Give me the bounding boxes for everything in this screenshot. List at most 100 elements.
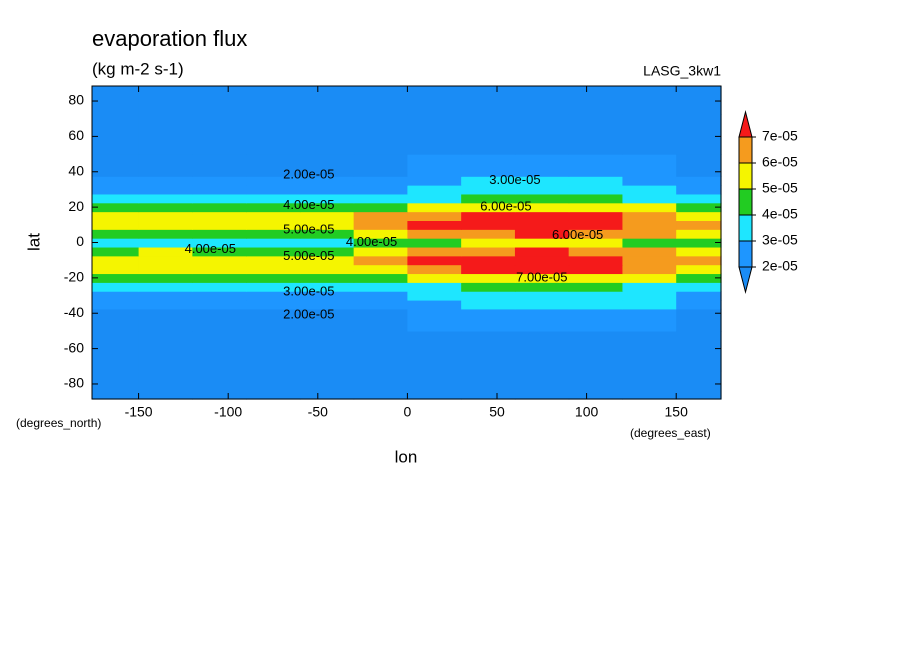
- field-cell: [568, 255, 624, 266]
- field-cell: [192, 273, 247, 283]
- field-cell: [246, 229, 301, 239]
- field-cell: [568, 308, 624, 332]
- field-cell: [407, 273, 462, 283]
- field-cell: [407, 176, 462, 186]
- y-tick-label: 20: [68, 198, 84, 214]
- field-cell: [138, 299, 193, 310]
- field-cell: [353, 154, 408, 177]
- field-cell: [622, 282, 677, 292]
- field-cell: [138, 246, 193, 257]
- field-cell: [514, 246, 570, 257]
- field-cell: [568, 86, 624, 115]
- x-tick-label: -150: [125, 404, 153, 420]
- field-cell: [192, 114, 247, 155]
- field-cell: [514, 238, 570, 248]
- field-cell: [299, 185, 355, 195]
- field-cell: [192, 291, 247, 301]
- field-cell: [622, 299, 677, 310]
- field-cell: [353, 185, 408, 195]
- field-cell: [192, 238, 247, 248]
- field-cell: [676, 229, 722, 239]
- field-cell: [407, 154, 462, 177]
- field-cell: [246, 330, 301, 372]
- field-cell: [514, 86, 570, 115]
- field-cell: [138, 264, 193, 275]
- x-tick-label: 100: [575, 404, 599, 420]
- field-cell: [407, 255, 462, 266]
- field-cell: [138, 211, 193, 221]
- field-cell: [676, 86, 722, 115]
- field-cell: [461, 291, 516, 301]
- field-cell: [622, 220, 677, 230]
- field-cell: [568, 114, 624, 155]
- field-cell: [138, 193, 193, 204]
- field-cell: [92, 246, 140, 257]
- colorbar-swatch: [738, 214, 753, 242]
- field-cell: [92, 273, 140, 283]
- field-cell: [514, 291, 570, 301]
- field-cell: [92, 264, 140, 275]
- field-cell: [514, 202, 570, 213]
- field-cell: [676, 264, 722, 275]
- field-cell: [92, 370, 140, 400]
- contour-label: 4.00e-05: [346, 234, 397, 249]
- field-cell: [92, 238, 140, 248]
- y-axis-label: lat: [24, 233, 43, 251]
- x-tick-label: -100: [214, 404, 242, 420]
- contour-label: 2.00e-05: [283, 306, 334, 321]
- field-cell: [299, 238, 355, 248]
- field-cell: [353, 246, 408, 257]
- field-cell: [299, 273, 355, 283]
- field-cell: [246, 193, 301, 204]
- field-cell: [568, 246, 624, 257]
- field-cell: [138, 86, 193, 115]
- field-cell: [192, 193, 247, 204]
- field-cell: [622, 114, 677, 155]
- colorbar-swatch: [738, 188, 753, 216]
- field-cell: [568, 193, 624, 204]
- field-cell: [353, 282, 408, 292]
- field-cell: [246, 282, 301, 292]
- field-cell: [192, 282, 247, 292]
- field-cell: [461, 370, 516, 400]
- contour-label: 6.00e-05: [480, 199, 531, 214]
- field-cell: [246, 86, 301, 115]
- field-cell: [299, 202, 355, 213]
- field-cell: [92, 299, 140, 310]
- field-cell: [299, 291, 355, 301]
- field-cell: [299, 229, 355, 239]
- field-cell: [676, 246, 722, 257]
- field-cell: [192, 220, 247, 230]
- model-label: LASG_3kw1: [643, 63, 721, 79]
- field-cell: [138, 255, 193, 266]
- field-cell: [92, 176, 140, 186]
- field-cell: [676, 273, 722, 283]
- field-cell: [676, 238, 722, 248]
- field-cell: [676, 370, 722, 400]
- colorbar-swatch: [738, 136, 753, 164]
- y-tick-label: -80: [64, 375, 84, 391]
- colorbar-label: 7e-05: [762, 128, 798, 144]
- colorbar-label: 3e-05: [762, 232, 798, 248]
- field-cell: [246, 238, 301, 248]
- x-tick-label: 50: [489, 404, 505, 420]
- field-cell: [92, 185, 140, 195]
- field-cell: [622, 308, 677, 332]
- field-cell: [299, 282, 355, 292]
- field-cell: [92, 330, 140, 372]
- field-cell: [461, 264, 516, 275]
- field-cell: [514, 370, 570, 400]
- field-cell: [353, 211, 408, 221]
- field-cell: [622, 176, 677, 186]
- field-cell: [514, 114, 570, 155]
- field-cell: [514, 282, 570, 292]
- field-cell: [568, 176, 624, 186]
- field-cell: [246, 299, 301, 310]
- field-cell: [92, 202, 140, 213]
- field-cell: [299, 154, 355, 177]
- y-units: (degrees_north): [16, 416, 101, 430]
- field-cell: [676, 255, 722, 266]
- field-cell: [622, 238, 677, 248]
- field-cell: [353, 220, 408, 230]
